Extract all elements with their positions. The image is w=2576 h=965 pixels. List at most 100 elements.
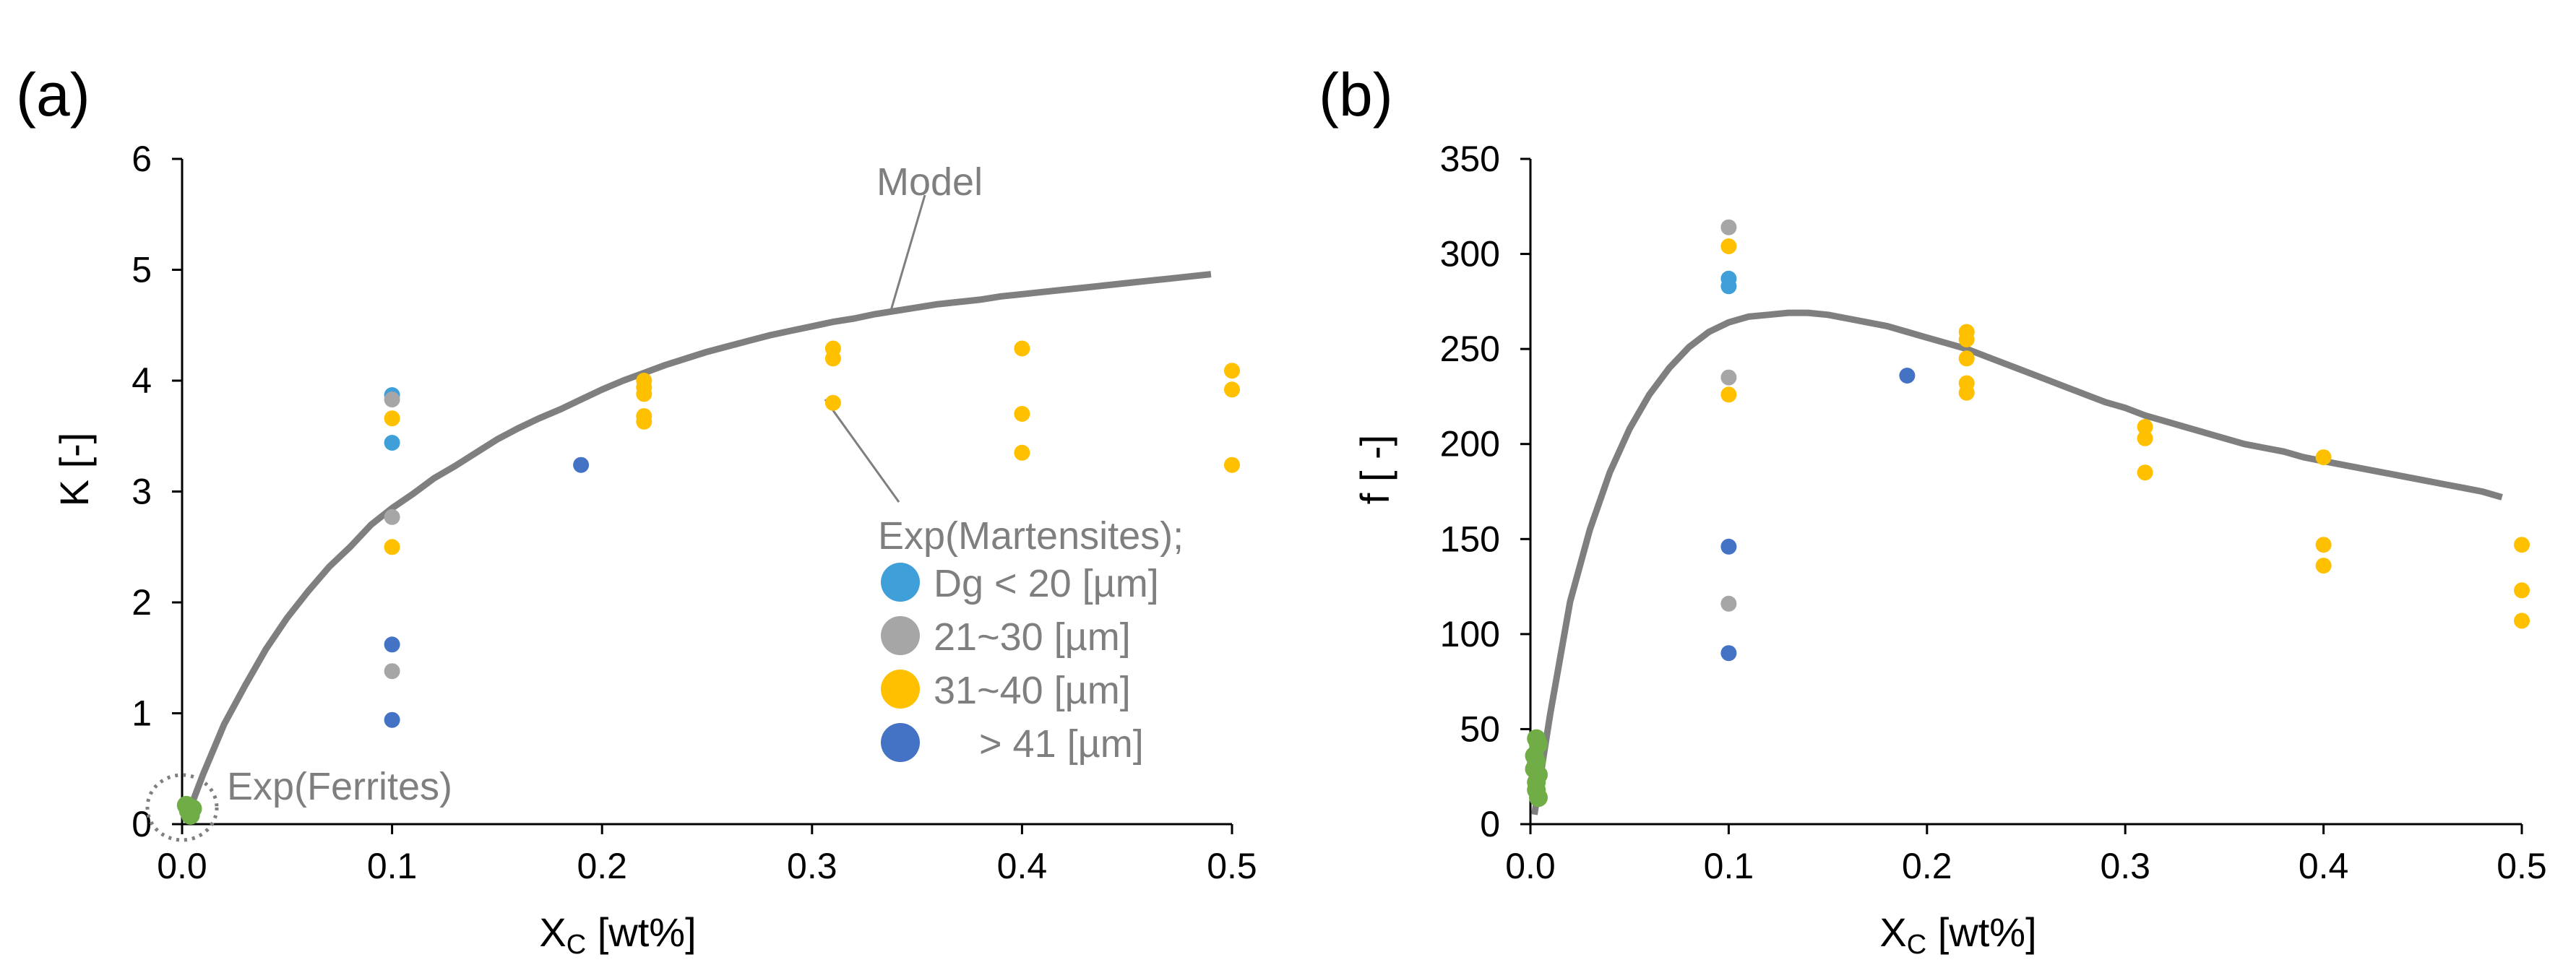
a-point-dg-31-40 xyxy=(1224,363,1240,379)
b-x-axis-title-rest: [wt%] xyxy=(1926,909,2036,955)
a-x-axis-title-rest: [wt%] xyxy=(586,909,696,955)
a-data-points xyxy=(176,340,1240,825)
a-point-dg-21-30 xyxy=(384,509,400,525)
a-point-dg-gt41 xyxy=(573,456,590,473)
a-model-curve xyxy=(183,271,1212,820)
a-x-tick-label: 0.3 xyxy=(787,846,837,886)
b-point-dg-lt20 xyxy=(1720,278,1737,295)
b-point-dg-21-30 xyxy=(1720,595,1737,612)
b-y-tick-label: 300 xyxy=(1440,234,1500,274)
b-y-tick-label: 100 xyxy=(1440,614,1500,654)
a-y-axis-title: K [-] xyxy=(51,433,97,507)
a-x-tick-label: 0.2 xyxy=(577,846,627,886)
b-point-dg-31-40 xyxy=(1720,386,1737,403)
a-y-tick-label: 0 xyxy=(132,804,152,844)
a-point-dg-31-40 xyxy=(384,539,400,555)
b-x-tick-label: 0.2 xyxy=(1902,846,1952,886)
b-y-tick-label: 150 xyxy=(1440,519,1500,559)
a-y-tick-label: 2 xyxy=(132,582,152,623)
b-data-points xyxy=(1525,219,2530,808)
b-y-axis-title: f [ -] xyxy=(1352,435,1397,504)
b-point-dg-31-40 xyxy=(1958,332,1975,347)
b-point-dg-21-30 xyxy=(1720,369,1737,386)
b-x-tick-label: 0.1 xyxy=(1704,846,1754,886)
b-x-tick-label: 0.4 xyxy=(2299,846,2349,886)
a-legend-swatch-dg-31-40 xyxy=(881,670,920,709)
b-x-axis-title-sub: C xyxy=(1907,930,1926,960)
a-x-axis-title-main: X xyxy=(539,909,566,955)
a-model-curve-group xyxy=(183,271,1212,820)
a-x-axis-title: XC [wt%] xyxy=(539,909,696,960)
a-axes xyxy=(172,157,1233,834)
b-tick-labels: 0 50 100 150 200 250 300 350 0.0 0.1 0.2 0.3 0.4 0.5 xyxy=(1440,139,2547,886)
a-model-annotation: Model xyxy=(876,160,983,204)
b-point-dg-31-40 xyxy=(2315,558,2332,574)
b-point-dg-31-40 xyxy=(2137,419,2153,435)
a-x-tick-label: 0.0 xyxy=(157,846,207,886)
a-point-dg-gt41 xyxy=(384,711,400,728)
b-axes xyxy=(1520,157,2523,834)
a-point-dg-31-40 xyxy=(636,413,652,430)
b-model-curve xyxy=(1531,309,2503,815)
b-model-curve-group xyxy=(1531,309,2503,815)
a-point-dg-31-40 xyxy=(1224,381,1240,398)
b-y-tick-label: 200 xyxy=(1440,424,1500,464)
a-tick-labels: 0 1 2 3 4 5 6 0.0 0.1 0.2 0.3 0.4 0.5 xyxy=(132,139,1257,886)
a-model-leader-line xyxy=(889,194,926,313)
b-y-tick-label: 350 xyxy=(1440,139,1500,179)
b-point-dg-31-40 xyxy=(2137,430,2153,446)
panel-a: (a) 0 1 2 3 4 5 6 0.0 0.1 0.2 0.3 0.4 0.5 K [-] XC [… xyxy=(16,61,1257,960)
a-y-tick-label: 5 xyxy=(132,250,152,290)
b-y-tick-label: 0 xyxy=(1480,804,1500,844)
a-legend-label-dg-31-40: 31~40 [µm] xyxy=(934,669,1131,712)
a-point-dg-31-40 xyxy=(384,410,400,427)
b-point-dg-31-40 xyxy=(2315,449,2332,466)
b-y-tick-label: 50 xyxy=(1460,709,1500,749)
b-point-dg-31-40 xyxy=(1958,350,1975,367)
b-point-dg-31-40 xyxy=(1720,238,1737,254)
a-point-dg-31-40 xyxy=(824,350,841,367)
a-point-dg-lt20 xyxy=(384,435,400,451)
a-ferrite-annotation: Exp(Ferrites) xyxy=(227,765,452,808)
b-point-ferrite xyxy=(1529,788,1548,808)
b-x-tick-label: 0.3 xyxy=(2100,846,2150,886)
panel-label-a: (a) xyxy=(16,61,90,129)
a-point-ferrite xyxy=(183,799,202,818)
a-point-dg-gt41 xyxy=(384,636,400,653)
a-legend-swatch-dg-21-30 xyxy=(881,616,920,655)
a-y-tick-label: 6 xyxy=(132,139,152,179)
panel-label-b: (b) xyxy=(1319,61,1393,129)
a-y-tick-label: 1 xyxy=(132,693,152,734)
a-point-dg-31-40 xyxy=(1014,340,1030,357)
a-point-dg-21-30 xyxy=(384,663,400,680)
panel-b: (b) 0 50 100 150 200 250 300 350 0.0 0.1 0.2 0.3 0.4… xyxy=(1319,61,2547,960)
a-y-tick-label: 4 xyxy=(132,360,152,401)
b-point-dg-31-40 xyxy=(2514,613,2530,629)
b-x-axis-title: XC [wt%] xyxy=(1879,909,2036,960)
b-point-dg-31-40 xyxy=(2514,537,2530,553)
a-x-tick-label: 0.5 xyxy=(1207,846,1257,886)
a-legend-label-dg-lt20: Dg < 20 [µm] xyxy=(934,562,1159,605)
a-legend-swatch-dg-gt41 xyxy=(881,723,920,762)
b-point-dg-gt41 xyxy=(1899,368,1916,384)
a-legend-title: Exp(Martensites); xyxy=(878,514,1184,558)
b-point-dg-gt41 xyxy=(1720,645,1737,662)
a-point-dg-21-30 xyxy=(384,391,400,408)
b-point-dg-gt41 xyxy=(1720,538,1737,555)
b-point-dg-31-40 xyxy=(2137,464,2153,481)
a-legend: Exp(Martensites); Dg < 20 [µm] 21~30 [µm… xyxy=(878,514,1184,766)
a-point-dg-31-40 xyxy=(636,386,652,402)
b-point-dg-31-40 xyxy=(2514,582,2530,599)
a-x-tick-label: 0.4 xyxy=(997,846,1048,886)
a-legend-label-dg-21-30: 21~30 [µm] xyxy=(934,615,1131,659)
a-ferrite-circle xyxy=(145,773,219,842)
a-x-axis-title-sub: C xyxy=(567,930,586,960)
b-x-axis-title-main: X xyxy=(1879,909,1906,955)
a-legend-leader-line xyxy=(824,399,900,503)
b-x-tick-label: 0.5 xyxy=(2497,846,2547,886)
b-y-tick-label: 250 xyxy=(1440,329,1500,369)
b-point-dg-21-30 xyxy=(1720,219,1737,235)
a-point-dg-31-40 xyxy=(1224,456,1240,473)
a-annotations: Model Exp(Ferrites) xyxy=(145,160,983,842)
